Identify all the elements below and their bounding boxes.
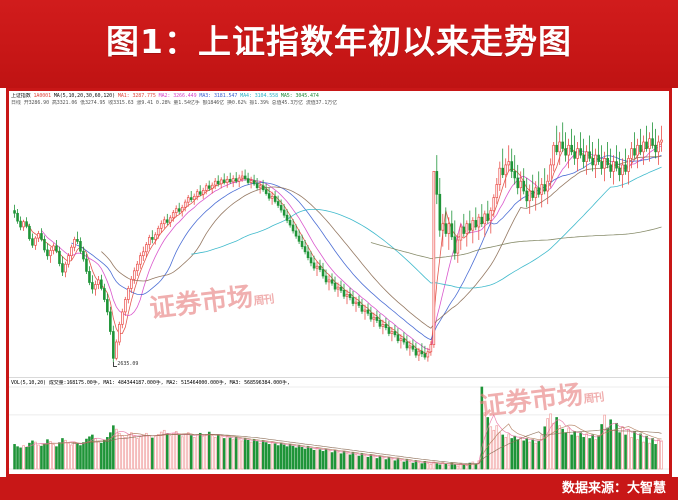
legend-token: MA5: 3045.474 <box>280 93 319 99</box>
low-point-annotation: 2635.09 <box>113 360 139 367</box>
legend-token: MA(5,10,20,30,60,120) <box>53 93 118 99</box>
panel-divider <box>9 377 669 378</box>
candlestick-plot <box>9 122 669 470</box>
footer-band: 数据来源：大智慧 <box>0 477 678 500</box>
legend-token: MA2: 3266.449 <box>158 93 200 99</box>
moving-average-lines <box>26 143 662 355</box>
legend-token: 1A0001 <box>33 93 54 99</box>
chart-canvas-area: 上证指数 1A0001 MA(5,10,20,30,60,120) MA1: 3… <box>9 91 669 474</box>
title-banner: 图1：上证指数年初以来走势图 <box>0 0 678 88</box>
page-title: 图1：上证指数年初以来走势图 <box>106 22 572 61</box>
candlesticks <box>13 122 663 363</box>
chart-frame: 上证指数 1A0001 MA(5,10,20,30,60,120) MA1: 3… <box>6 88 672 477</box>
legend-token: MA3: 3181.547 <box>199 93 241 99</box>
legend-token: MA1: 3287.775 <box>117 93 159 99</box>
data-source-label: 数据来源：大智慧 <box>561 481 666 496</box>
legend-token: MA4: 3104.558 <box>240 93 281 99</box>
price-legend: 上证指数 1A0001 MA(5,10,20,30,60,120) MA1: 3… <box>11 93 667 99</box>
volume-legend: VOL(5,10,20) 成交量:168175.00手, MA1: 484344… <box>11 380 290 386</box>
legend-token: 上证指数 <box>11 93 34 99</box>
price-quote-line: 日线 开3286.90 高3321.06 低3274.95 收3315.63 涨… <box>11 100 338 106</box>
volume-bars <box>13 386 663 470</box>
